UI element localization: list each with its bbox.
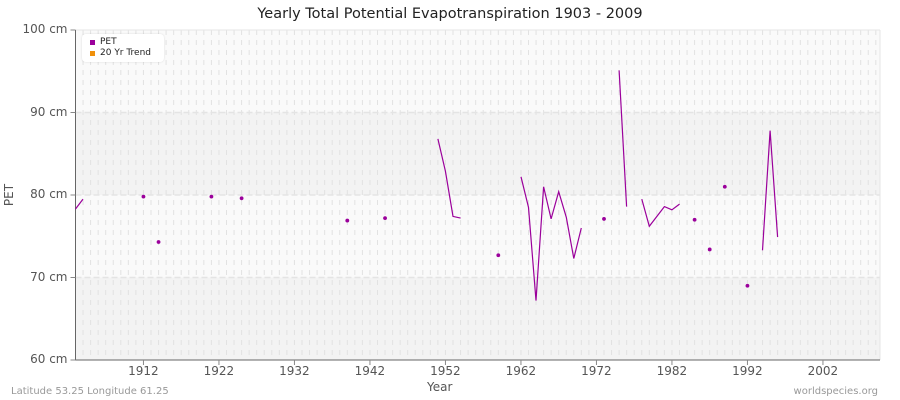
data-line [437,138,461,219]
data-point [156,240,161,244]
x-tick-label: 1922 [203,364,235,378]
data-point [602,217,606,221]
legend-label-trend: 20 Yr Trend [100,48,152,58]
legend-label-pet: PET [100,37,117,47]
y-tick-label: 100 cm [22,22,68,36]
y-tick-label: 80 cm [30,187,68,201]
x-tick-label: 1962 [505,364,537,378]
y-tick-label: 60 cm [30,352,68,366]
data-point [745,283,750,288]
x-tick-label: 1932 [279,364,310,378]
chart-title: Yearly Total Potential Evapotranspiratio… [257,6,643,22]
x-tick-label: 1982 [656,364,688,378]
legend-swatch-pet [90,39,95,45]
data-point [692,217,697,222]
x-tick-label: 1942 [354,364,386,378]
x-tick-label: 1952 [430,364,461,378]
legend-item-pet: PET [90,37,117,47]
data-line [641,198,680,228]
x-tick-label: 1992 [732,364,763,378]
legend-swatch-trend [90,50,95,56]
footer-coordinates: Latitude 53.25 Longitude 61.25 [11,386,169,397]
data-point [707,247,712,252]
data-point [496,253,501,258]
data-line [618,70,628,207]
x-axis-title: Year [427,380,453,394]
data-point [722,184,727,189]
data-line [75,198,84,210]
x-tick-label: 1912 [128,364,159,378]
data-point [383,216,387,221]
data-point [239,196,244,201]
legend: PET 20 Yr Trend [82,34,164,62]
y-tick-label: 90 cm [30,104,68,119]
data-line [761,130,779,251]
x-tick-label: 2002 [807,364,839,378]
y-axis-title: PET [2,183,16,207]
data-point [141,194,146,199]
y-tick-label: 70 cm [30,269,68,284]
data-point [209,194,214,199]
legend-item-trend: 20 Yr Trend [90,48,151,58]
data-line [520,176,582,301]
x-tick-label: 1972 [581,364,612,378]
footer-source: worldspecies.org [793,386,878,397]
data-point [345,218,350,223]
